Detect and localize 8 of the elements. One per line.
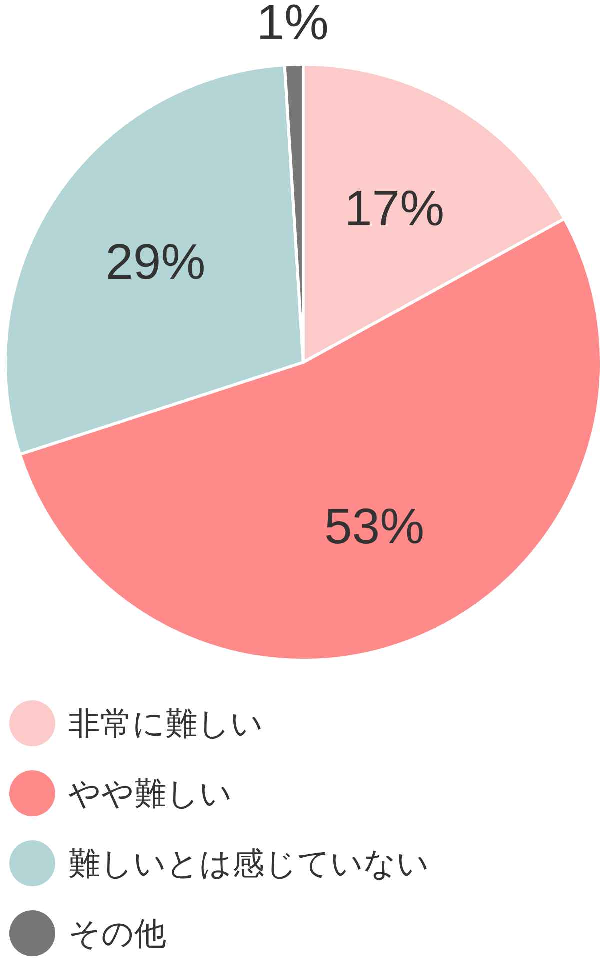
data-label: 1% <box>256 0 329 51</box>
data-label: 29% <box>106 234 206 290</box>
data-label: 53% <box>324 498 425 555</box>
legend-label: やや難しい <box>68 774 232 812</box>
legend-label: 難しいとは感じていない <box>68 844 430 882</box>
legend-label: その他 <box>68 914 166 952</box>
data-label: 17% <box>344 180 445 237</box>
legend-label: 非常に難しい <box>68 704 264 742</box>
